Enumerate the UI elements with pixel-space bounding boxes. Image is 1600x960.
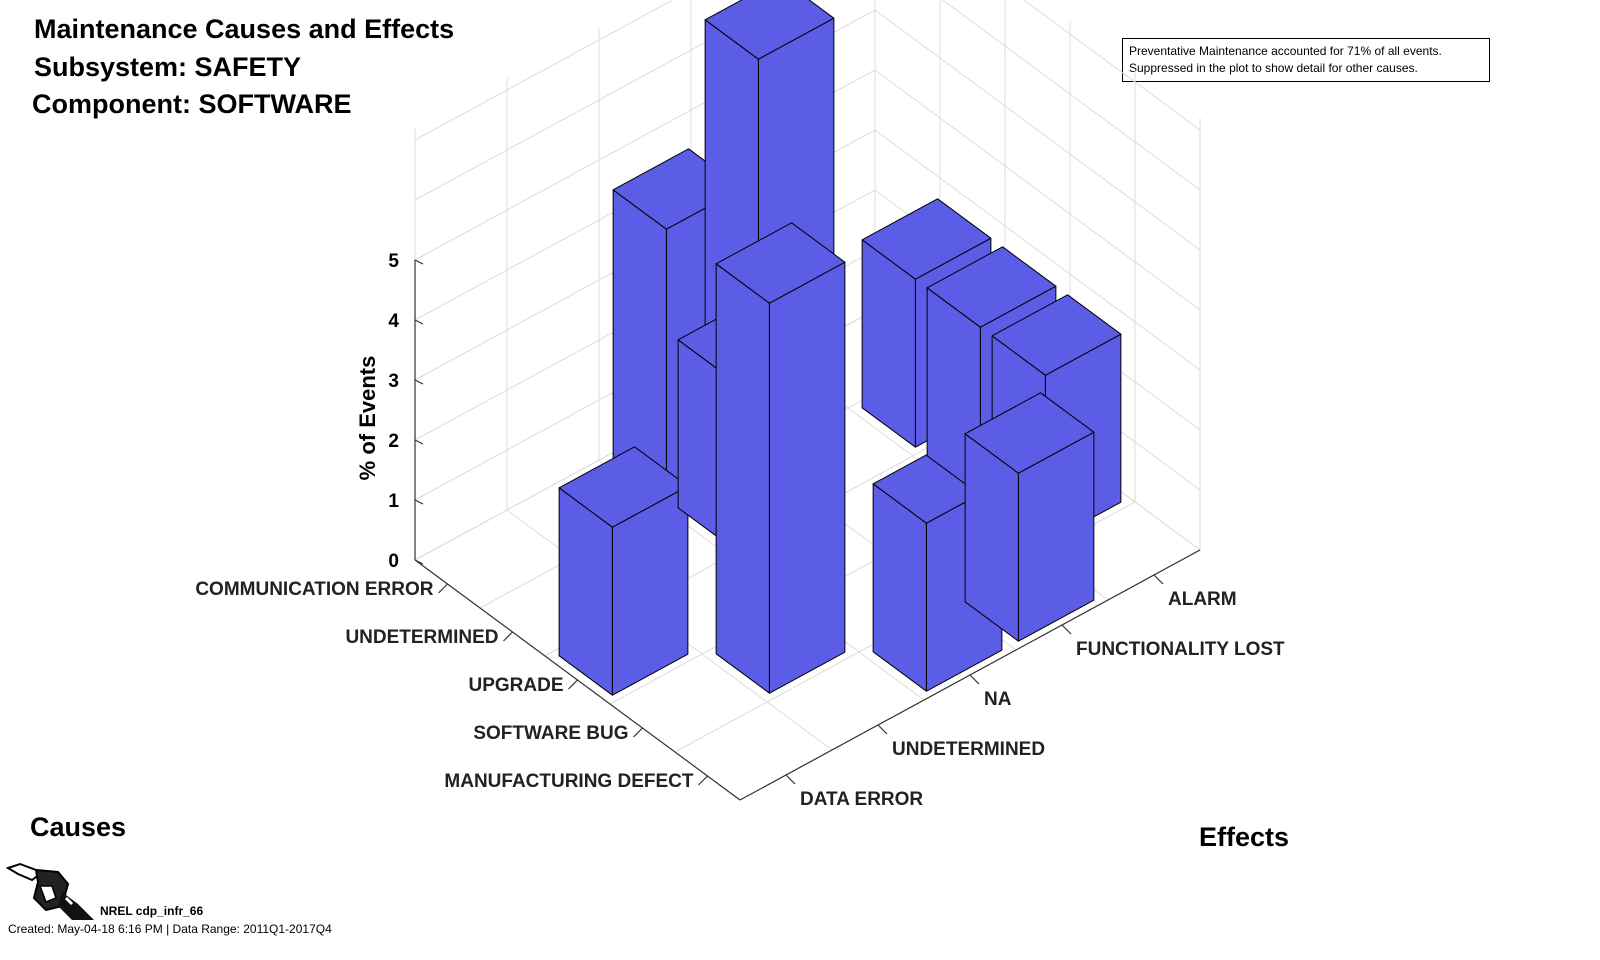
footer-created: Created: May-04-18 6:16 PM | Data Range:…: [8, 922, 332, 936]
effect-tick-label: DATA ERROR: [800, 789, 923, 810]
grid-line: [874, 69, 1201, 311]
cause-tick: [698, 775, 708, 786]
cause-tick: [438, 583, 448, 594]
cause-tick-label: UNDETERMINED: [345, 627, 498, 648]
cause-tick: [503, 631, 513, 642]
effect-tick: [877, 724, 888, 735]
z-tick: [414, 259, 424, 265]
bar-top-face: [964, 392, 1095, 474]
bar-left-face: [715, 263, 770, 694]
bar-right-face: [768, 261, 846, 694]
z-tick-label: 4: [388, 311, 399, 332]
z-tick-label: 1: [388, 491, 399, 512]
effect-axis-title: Effects: [1199, 822, 1289, 852]
grid-line: [414, 0, 785, 201]
grid-line: [414, 0, 674, 141]
grid-line: [1023, 0, 1201, 131]
effect-tick: [969, 674, 980, 685]
cause-tick: [633, 727, 643, 738]
cause-tick-label: SOFTWARE BUG: [473, 723, 628, 744]
z-tick: [414, 499, 424, 505]
cause-tick: [568, 679, 578, 690]
cause-axis-title: Causes: [30, 812, 126, 842]
chart-title: Maintenance Causes and Effects: [34, 14, 455, 44]
effect-tick-label: ALARM: [1168, 589, 1237, 610]
z-tick-label: 2: [388, 431, 399, 452]
effect-tick-label: UNDETERMINED: [892, 739, 1045, 760]
z-tick-label: 3: [388, 371, 399, 392]
z-tick: [414, 439, 424, 445]
bar: [715, 222, 846, 694]
effect-tick-label: NA: [984, 689, 1012, 710]
effect-tick: [785, 774, 796, 785]
cause-tick-label: COMMUNICATION ERROR: [195, 579, 433, 600]
z-tick: [414, 379, 424, 385]
cause-tick-label: UPGRADE: [468, 675, 563, 696]
annotation-box: Preventative Maintenance accounted for 7…: [1122, 38, 1490, 82]
effect-tick: [1153, 574, 1164, 585]
bar: [964, 392, 1095, 642]
bar-layer: [558, 0, 1122, 696]
label-layer: 0 1 2 3 4 5 % of Events COMMUNICATION ERROR UNDE…: [30, 251, 1289, 852]
z-tick: [414, 319, 424, 325]
effect-tick: [1061, 624, 1072, 635]
bar-top-face: [926, 246, 1057, 328]
grid-line: [941, 0, 1201, 191]
grid-line: [874, 129, 1201, 371]
axis-layer: [414, 259, 1201, 801]
bar-top-face: [715, 222, 846, 304]
bar-top-face: [704, 0, 835, 60]
chart-subtitle-subsystem: Subsystem: SAFETY: [34, 52, 302, 82]
bar-top-face: [991, 294, 1122, 376]
annotation-line-2: Suppressed in the plot to show detail fo…: [1129, 61, 1418, 75]
annotation-line-1: Preventative Maintenance accounted for 7…: [1129, 44, 1442, 58]
grid-line: [874, 9, 1201, 251]
bar-top-face: [558, 446, 689, 528]
footer-id: NREL cdp_infr_66: [100, 904, 204, 918]
effect-tick-label: FUNCTIONALITY LOST: [1076, 639, 1285, 660]
chart-subtitle-component: Component: SOFTWARE: [32, 89, 352, 119]
z-tick: [414, 559, 424, 565]
bar: [558, 446, 689, 696]
bar-top-face: [861, 198, 992, 280]
fuel-nozzle-icon: [6, 862, 94, 920]
z-tick-label: 5: [388, 251, 399, 272]
cause-tick-label: MANUFACTURING DEFECT: [444, 771, 693, 792]
z-axis-title: % of Events: [355, 356, 380, 481]
z-tick-label: 0: [388, 551, 399, 572]
